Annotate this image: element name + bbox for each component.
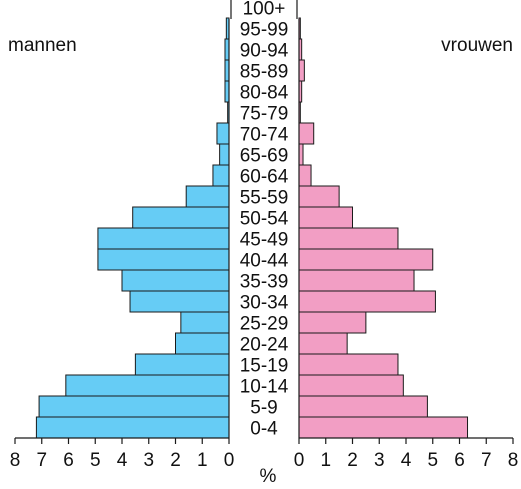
bar-vrouwen-65-69 bbox=[298, 143, 304, 166]
x-tick-label-left: 1 bbox=[197, 450, 208, 471]
series-label-mannen: mannen bbox=[8, 35, 77, 56]
bar-mannen-70-74 bbox=[216, 122, 230, 145]
age-group-label: 35-39 bbox=[240, 272, 289, 293]
age-group-label: 50-54 bbox=[240, 209, 289, 230]
age-group-label: 45-49 bbox=[240, 230, 289, 251]
bar-mannen-55-59 bbox=[185, 185, 230, 208]
bar-vrouwen-5-9 bbox=[298, 395, 428, 418]
x-tick-label-left: 5 bbox=[90, 450, 101, 471]
bar-mannen-45-49 bbox=[97, 227, 230, 250]
bar-mannen-10-14 bbox=[65, 374, 230, 397]
bar-mannen-20-24 bbox=[175, 332, 230, 355]
age-group-label: 10-14 bbox=[240, 377, 289, 398]
series-label-vrouwen: vrouwen bbox=[441, 35, 513, 56]
x-tick-label-left: 8 bbox=[10, 450, 21, 471]
bar-mannen-65-69 bbox=[219, 143, 230, 166]
bar-mannen-30-34 bbox=[129, 290, 230, 313]
age-group-label: 30-34 bbox=[240, 293, 289, 314]
age-group-label: 65-69 bbox=[240, 146, 289, 167]
bar-vrouwen-40-44 bbox=[298, 248, 434, 271]
bar-mannen-50-54 bbox=[132, 206, 230, 229]
bar-mannen-80-84 bbox=[224, 80, 230, 103]
x-tick-label-right: 3 bbox=[374, 450, 385, 471]
bar-mannen-25-29 bbox=[180, 311, 230, 334]
x-tick-label-right: 5 bbox=[427, 450, 438, 471]
age-group-label: 100+ bbox=[243, 0, 286, 20]
bar-vrouwen-10-14 bbox=[298, 374, 404, 397]
bar-mannen-0-4 bbox=[35, 416, 230, 439]
bar-vrouwen-70-74 bbox=[298, 122, 315, 145]
bar-vrouwen-55-59 bbox=[298, 185, 340, 208]
x-tick-label-right: 2 bbox=[347, 450, 358, 471]
x-tick-label-right: 4 bbox=[401, 450, 412, 471]
bar-mannen-85-89 bbox=[224, 59, 230, 82]
bar-vrouwen-0-4 bbox=[298, 416, 469, 439]
age-group-label: 55-59 bbox=[240, 188, 289, 209]
bar-vrouwen-15-19 bbox=[298, 353, 399, 376]
x-tick-label-left: 2 bbox=[170, 450, 181, 471]
age-group-label: 90-94 bbox=[240, 41, 289, 62]
bar-vrouwen-85-89 bbox=[298, 59, 305, 82]
bar-vrouwen-30-34 bbox=[298, 290, 436, 313]
x-tick-label-left: 7 bbox=[36, 450, 47, 471]
bar-vrouwen-45-49 bbox=[298, 227, 399, 250]
age-group-label: 75-79 bbox=[240, 104, 289, 125]
age-group-label: 95-99 bbox=[240, 20, 289, 41]
x-axis-title: % bbox=[260, 466, 277, 487]
age-group-label: 60-64 bbox=[240, 167, 289, 188]
age-group-label: 5-9 bbox=[250, 398, 277, 419]
x-tick-label-right: 0 bbox=[294, 450, 305, 471]
bar-vrouwen-60-64 bbox=[298, 164, 312, 187]
x-tick-label-right: 6 bbox=[454, 450, 465, 471]
x-tick-label-right: 1 bbox=[320, 450, 331, 471]
bar-mannen-5-9 bbox=[38, 395, 230, 418]
x-tick-label-left: 4 bbox=[117, 450, 128, 471]
age-group-label: 40-44 bbox=[240, 251, 289, 272]
age-group-label: 20-24 bbox=[240, 335, 289, 356]
bar-vrouwen-50-54 bbox=[298, 206, 353, 229]
age-group-label: 15-19 bbox=[240, 356, 289, 377]
x-tick-label-right: 8 bbox=[508, 450, 519, 471]
x-tick-label-left: 3 bbox=[143, 450, 154, 471]
bar-vrouwen-25-29 bbox=[298, 311, 367, 334]
bar-mannen-60-64 bbox=[212, 164, 230, 187]
age-group-label: 85-89 bbox=[240, 62, 289, 83]
bar-mannen-15-19 bbox=[134, 353, 230, 376]
x-tick-label-left: 6 bbox=[63, 450, 74, 471]
bar-mannen-35-39 bbox=[121, 269, 230, 292]
bar-mannen-90-94 bbox=[224, 38, 230, 61]
bar-mannen-40-44 bbox=[97, 248, 230, 271]
bar-vrouwen-20-24 bbox=[298, 332, 348, 355]
age-group-label: 25-29 bbox=[240, 314, 289, 335]
x-tick-label-right: 7 bbox=[481, 450, 492, 471]
x-tick-label-left: 0 bbox=[224, 450, 235, 471]
age-group-label: 0-4 bbox=[250, 419, 278, 440]
age-group-label: 80-84 bbox=[240, 83, 289, 104]
top-bracket-left bbox=[230, 0, 232, 19]
top-bracket-right bbox=[296, 0, 298, 19]
bar-vrouwen-35-39 bbox=[298, 269, 415, 292]
labels-layer: 0-45-910-1415-1920-2425-2930-3435-3940-4… bbox=[240, 0, 289, 440]
age-group-label: 70-74 bbox=[240, 125, 289, 146]
